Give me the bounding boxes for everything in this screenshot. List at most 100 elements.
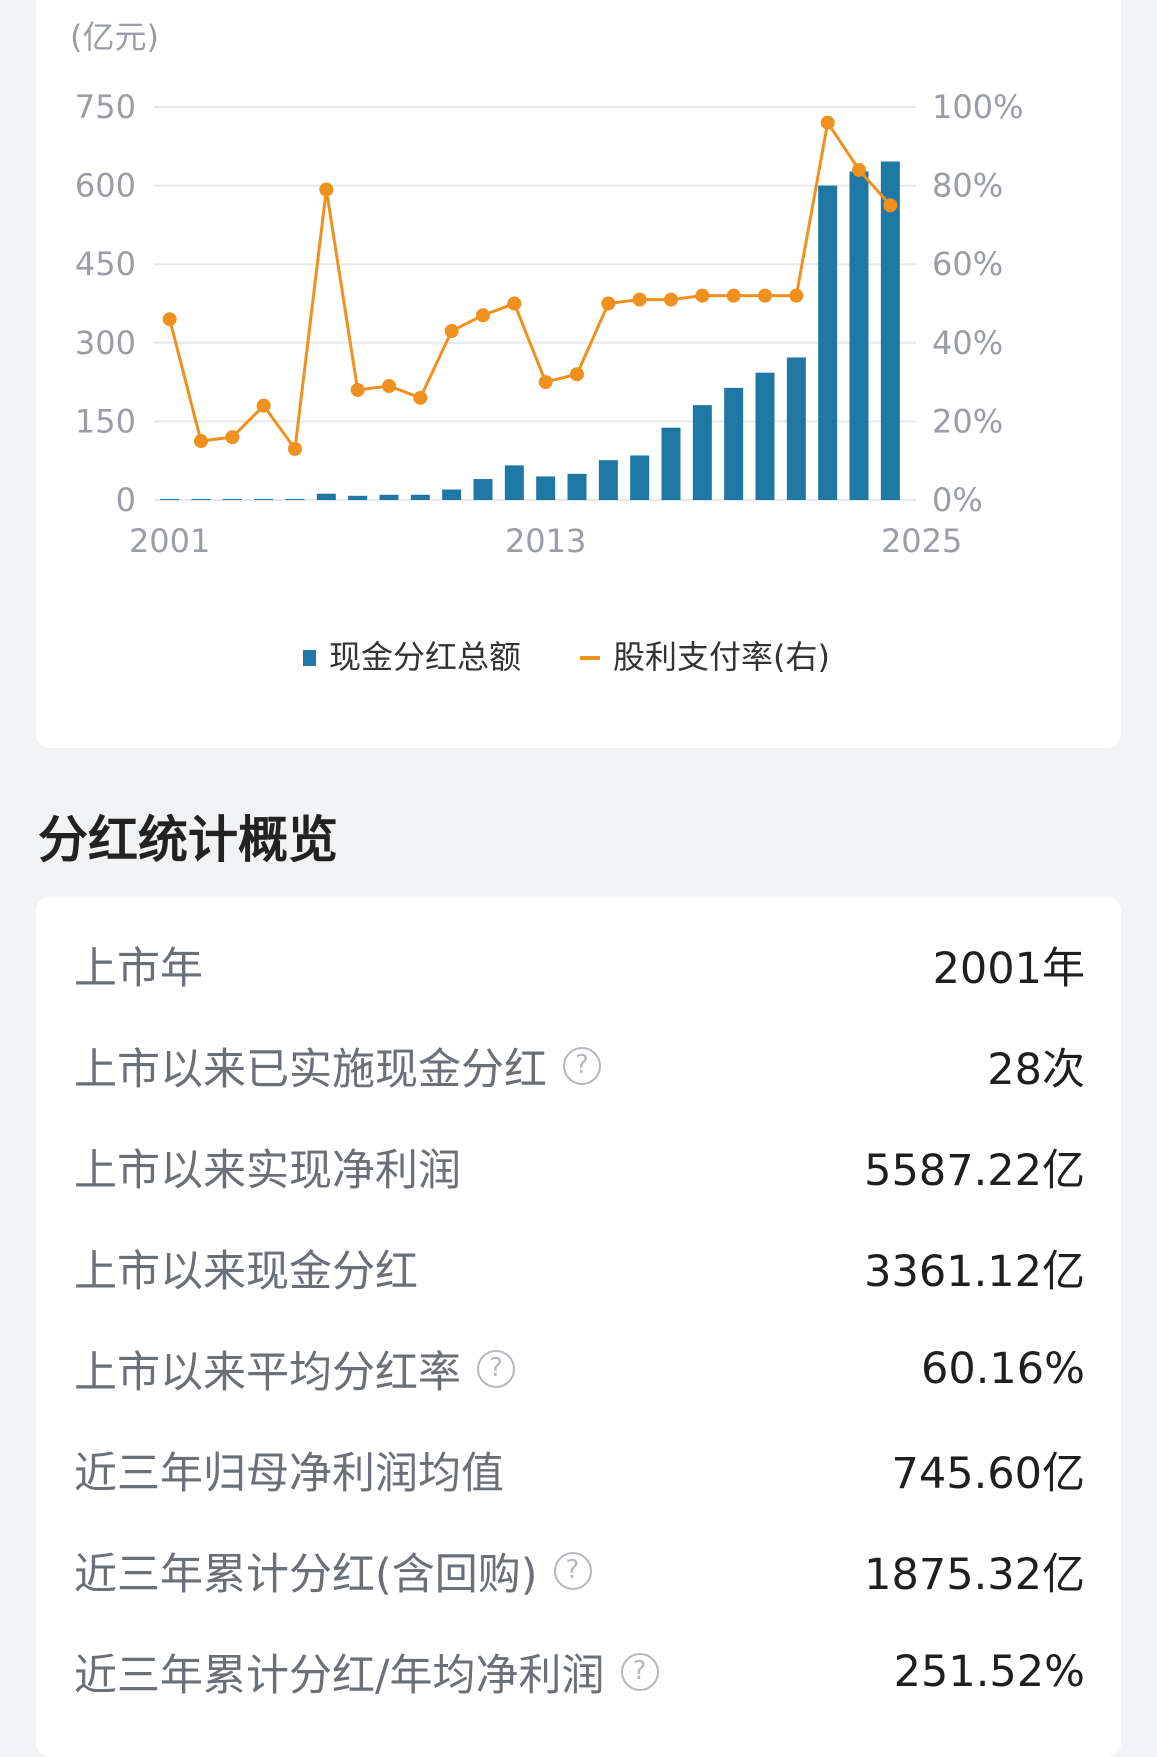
legend-label-line[interactable]: 股利支付率(右) — [613, 638, 830, 676]
stat-row: 上市以来已实施现金分红? 28次 — [74, 1016, 1085, 1116]
bar-2012[interactable] — [504, 465, 524, 500]
legend-label-bars[interactable]: 现金分红总额 — [329, 638, 521, 676]
stat-label-group: 上市以来实现净利润 — [74, 1136, 461, 1198]
stat-label: 近三年累计分红/年均净利润 — [74, 1651, 605, 1701]
stat-row: 上市年 2001年 — [74, 915, 1085, 1015]
bar-2022[interactable] — [818, 185, 838, 500]
y-left-tick-label: 150 — [75, 402, 136, 440]
x-tick-label: 2001 — [129, 522, 210, 560]
point-2004[interactable] — [256, 398, 271, 413]
y-right-tick-label: 20% — [932, 402, 1003, 440]
bar-2004[interactable] — [254, 498, 274, 500]
bar-2006[interactable] — [316, 493, 336, 500]
bar-2010[interactable] — [442, 489, 462, 500]
point-2006[interactable] — [319, 182, 334, 197]
bar-2001[interactable] — [160, 498, 180, 500]
stat-label: 上市以来实现净利润 — [74, 1146, 461, 1196]
stat-label: 上市以来现金分红 — [74, 1247, 418, 1297]
chart-legend[interactable]: 现金分红总额 股利支付率(右) — [303, 638, 830, 676]
x-tick-label: 2025 — [881, 522, 962, 560]
point-2019[interactable] — [726, 288, 741, 303]
question-circle-icon[interactable]: ? — [563, 1047, 601, 1085]
y-axis-unit-label: (亿元) — [70, 18, 159, 56]
bar-2005[interactable] — [285, 498, 305, 500]
stat-label-group: 上市以来已实施现金分红? — [74, 1035, 601, 1097]
question-circle-icon[interactable]: ? — [620, 1653, 659, 1691]
dividend-chart: 0 0% 150 20% 300 40% 450 60% 600 80% 750 100% 2001 20… — [70, 18, 1023, 676]
point-2023[interactable] — [852, 162, 866, 177]
point-2012[interactable] — [507, 296, 522, 311]
stat-label-group: 近三年归母净利润均值 — [74, 1439, 504, 1501]
point-2007[interactable] — [350, 382, 365, 397]
point-2013[interactable] — [538, 375, 553, 390]
point-2020[interactable] — [758, 288, 772, 303]
bar-2015[interactable] — [598, 460, 618, 500]
stat-value: 5587.22亿 — [864, 1146, 1085, 1196]
point-2011[interactable] — [476, 308, 490, 323]
stat-value: 251.52% — [893, 1647, 1085, 1697]
point-2001[interactable] — [162, 312, 177, 327]
stat-label: 近三年累计分红(含回购) — [74, 1550, 538, 1600]
point-2009[interactable] — [413, 390, 428, 405]
stat-row: 近三年累计分红/年均净利润? 251.52% — [74, 1622, 1085, 1722]
point-2014[interactable] — [570, 367, 584, 382]
bar-2008[interactable] — [379, 494, 399, 500]
stat-label-group: 近三年累计分红/年均净利润? — [74, 1641, 659, 1703]
bar-2017[interactable] — [661, 427, 681, 500]
y-right-tick-label: 40% — [932, 324, 1003, 362]
stat-row: 上市以来现金分红 3361.12亿 — [74, 1218, 1085, 1318]
stat-row: 近三年归母净利润均值 745.60亿 — [74, 1420, 1085, 1520]
bar-2003[interactable] — [222, 498, 242, 500]
stat-value: 60.16% — [921, 1344, 1085, 1394]
point-2005[interactable] — [288, 441, 302, 456]
x-tick-label: 2013 — [505, 522, 586, 560]
y-left-tick-label: 300 — [75, 324, 136, 362]
point-2024[interactable] — [883, 198, 898, 213]
bar-2021[interactable] — [786, 357, 806, 500]
bar-2018[interactable] — [692, 405, 712, 500]
point-2015[interactable] — [601, 296, 616, 311]
legend-swatch-bars — [303, 650, 316, 666]
stat-value: 745.60亿 — [891, 1449, 1085, 1499]
bar-2023[interactable] — [849, 171, 869, 500]
point-2022[interactable] — [820, 115, 835, 130]
stat-label: 上市年 — [74, 944, 203, 994]
bar-2024[interactable] — [880, 161, 900, 500]
stat-row: 上市以来实现净利润 5587.22亿 — [74, 1117, 1085, 1217]
bar-2016[interactable] — [630, 455, 650, 500]
stat-value: 1875.32亿 — [864, 1550, 1085, 1600]
point-2021[interactable] — [789, 288, 804, 303]
stats-card: 上市年 2001年上市以来已实施现金分红? 28次上市以来实现净利润 5587.22亿… — [36, 897, 1121, 1757]
point-2010[interactable] — [444, 324, 459, 339]
point-2008[interactable] — [382, 379, 396, 394]
bar-2009[interactable] — [410, 494, 430, 500]
payout-ratio-line — [168, 118, 892, 453]
point-2016[interactable] — [632, 292, 647, 307]
section-title: 分红统计概览 — [38, 811, 338, 869]
stat-row: 近三年累计分红(含回购)? 1875.32亿 — [74, 1521, 1085, 1621]
stat-label: 上市以来已实施现金分红 — [74, 1045, 547, 1095]
stat-label: 近三年归母净利润均值 — [74, 1449, 504, 1499]
bar-2002[interactable] — [191, 498, 211, 500]
stat-label-group: 近三年累计分红(含回购)? — [74, 1540, 592, 1602]
bar-2011[interactable] — [473, 479, 493, 500]
stat-value: 2001年 — [932, 944, 1085, 994]
bar-2020[interactable] — [755, 372, 775, 500]
y-right-tick-label: 80% — [932, 167, 1003, 205]
bar-2019[interactable] — [724, 387, 744, 500]
bar-2007[interactable] — [348, 495, 368, 500]
question-circle-icon[interactable]: ? — [477, 1350, 515, 1388]
y-left-tick-label: 600 — [75, 167, 136, 205]
stat-label-group: 上市年 — [74, 934, 203, 996]
stat-label-group: 上市以来现金分红 — [74, 1237, 418, 1299]
y-right-tick-label: 0% — [932, 481, 983, 519]
y-right-tick-label: 100% — [932, 88, 1023, 126]
point-2002[interactable] — [194, 434, 208, 449]
question-circle-icon[interactable]: ? — [553, 1552, 592, 1590]
stat-label: 上市以来平均分红率 — [74, 1348, 461, 1398]
point-2003[interactable] — [225, 430, 240, 445]
bar-2013[interactable] — [536, 476, 556, 500]
bar-2014[interactable] — [567, 473, 587, 500]
point-2018[interactable] — [695, 288, 710, 303]
point-2017[interactable] — [664, 292, 678, 307]
